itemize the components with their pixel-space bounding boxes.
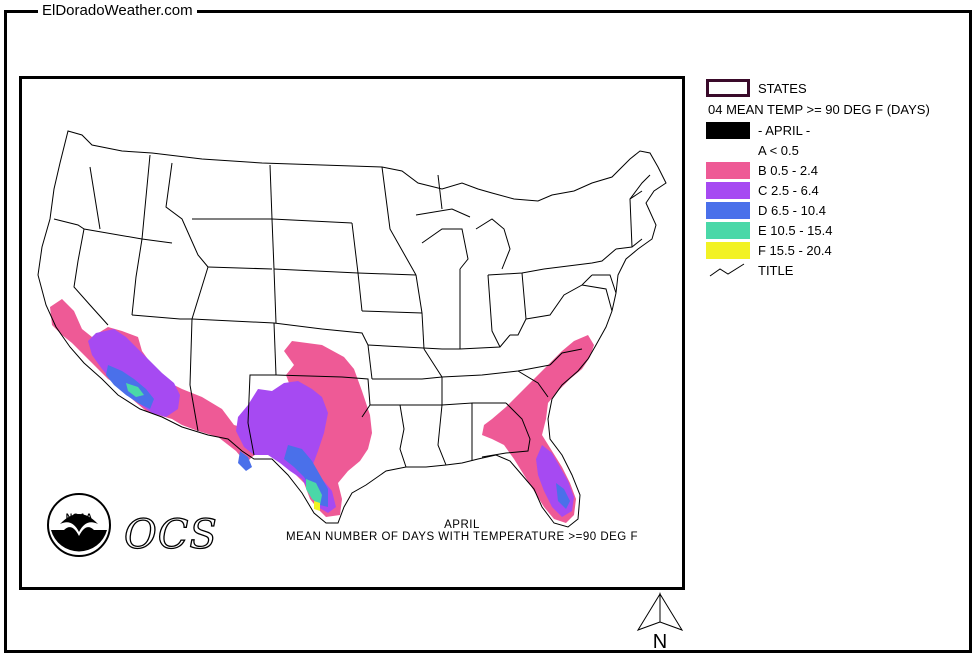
legend-class-e: E 10.5 - 15.4 <box>706 220 976 240</box>
title-line-icon <box>709 263 745 276</box>
states-swatch <box>706 79 750 97</box>
class-e-swatch <box>706 221 750 239</box>
legend-heading: 04 MEAN TEMP >= 90 DEG F (DAYS) <box>708 102 930 117</box>
zone-c-arizona <box>88 329 180 417</box>
legend-class-d: D 6.5 - 10.4 <box>706 200 976 220</box>
class-c-swatch <box>706 181 750 199</box>
class-a-swatch <box>706 141 750 159</box>
legend-month-label: - APRIL - <box>758 122 811 138</box>
zone-d-florida <box>556 483 570 509</box>
legend-states: STATES <box>706 78 976 98</box>
north-label: N <box>653 631 667 653</box>
month-swatch <box>706 121 750 139</box>
legend-month: - APRIL - <box>706 120 976 140</box>
state-boundaries <box>37 130 667 528</box>
class-d-swatch <box>706 201 750 219</box>
zone-f-texas <box>314 501 320 511</box>
class-b-swatch <box>706 161 750 179</box>
zone-b-southeast <box>482 335 594 523</box>
ocs-logo: OCS <box>123 511 218 558</box>
site-title[interactable]: ElDoradoWeather.com <box>38 2 197 19</box>
map-caption-line2: MEAN NUMBER OF DAYS WITH TEMPERATURE >=9… <box>286 531 638 543</box>
page-frame <box>4 10 972 653</box>
temperature-zones <box>50 299 594 523</box>
class-f-swatch <box>706 241 750 259</box>
legend-title-label: TITLE <box>758 262 794 278</box>
map-panel: APRIL MEAN NUMBER OF DAYS WITH TEMPERATU… <box>19 76 685 590</box>
legend-class-label: D 6.5 - 10.4 <box>758 202 826 218</box>
map-caption: APRIL MEAN NUMBER OF DAYS WITH TEMPERATU… <box>272 519 652 543</box>
zone-e-texas <box>306 479 322 505</box>
legend-title: TITLE <box>706 260 976 280</box>
north-arrow-icon: N <box>636 592 684 653</box>
legend-class-b: B 0.5 - 2.4 <box>706 160 976 180</box>
legend-class-label: B 0.5 - 2.4 <box>758 162 818 178</box>
legend-class-label: A < 0.5 <box>758 142 799 158</box>
legend-class-c: C 2.5 - 6.4 <box>706 180 976 200</box>
legend-class-label: F 15.5 - 20.4 <box>758 242 832 258</box>
zone-e-arizona <box>126 383 144 397</box>
legend-class-a: A < 0.5 <box>706 140 976 160</box>
map-caption-line1: APRIL <box>444 519 480 531</box>
noaa-logo: NOAA <box>47 493 111 557</box>
noaa-logo-text: NOAA <box>66 512 93 522</box>
legend-states-label: STATES <box>758 80 807 96</box>
zone-d-bigbend <box>238 451 252 471</box>
legend: STATES 04 MEAN TEMP >= 90 DEG F (DAYS) -… <box>706 78 976 280</box>
legend-class-label: E 10.5 - 15.4 <box>758 222 833 238</box>
legend-class-f: F 15.5 - 20.4 <box>706 240 976 260</box>
us-map <box>37 130 667 528</box>
legend-class-label: C 2.5 - 6.4 <box>758 182 819 198</box>
